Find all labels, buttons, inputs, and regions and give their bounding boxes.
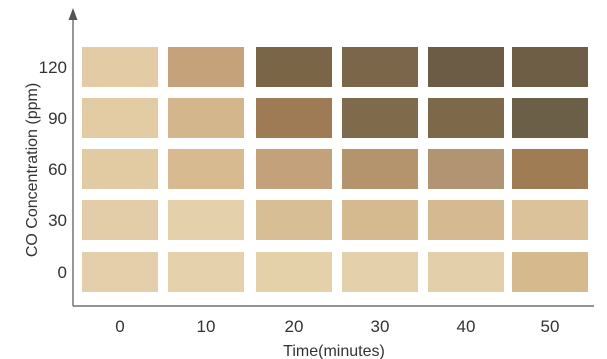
heatmap-cell <box>342 252 418 292</box>
x-axis-title: Time(minutes) <box>283 343 385 359</box>
y-axis-arrow-icon <box>68 8 78 20</box>
heatmap-cell <box>428 149 504 189</box>
y-tick-label: 30 <box>48 211 67 230</box>
heatmap-cell <box>512 149 588 189</box>
heatmap-cell <box>256 149 332 189</box>
x-tick-label: 0 <box>115 317 124 336</box>
y-tick-label: 90 <box>48 109 67 128</box>
heatmap-cell <box>512 200 588 240</box>
heatmap-cell <box>428 200 504 240</box>
x-tick-labels: 0 10 20 30 40 50 <box>115 317 559 336</box>
heatmap-cell <box>82 252 158 292</box>
heatmap-cell <box>342 98 418 138</box>
axes <box>68 8 594 307</box>
y-tick-label: 0 <box>58 263 67 282</box>
heatmap-cell <box>342 47 418 87</box>
x-tick-label: 50 <box>541 317 560 336</box>
heatmap-cell <box>256 200 332 240</box>
heatmap-cell <box>512 47 588 87</box>
y-tick-label: 120 <box>39 58 67 77</box>
y-tick-labels: 120 90 60 30 0 <box>39 58 67 282</box>
heatmap-cell <box>82 47 158 87</box>
heatmap-cell <box>342 149 418 189</box>
x-tick-label: 30 <box>371 317 390 336</box>
x-tick-label: 10 <box>197 317 216 336</box>
heatmap-cell <box>512 98 588 138</box>
heatmap-cell <box>82 98 158 138</box>
x-tick-label: 20 <box>285 317 304 336</box>
heatmap-cell <box>342 200 418 240</box>
heatmap-cell <box>168 252 244 292</box>
heatmap-cell <box>256 47 332 87</box>
heatmap-cell <box>512 252 588 292</box>
heatmap-cell <box>428 47 504 87</box>
heatmap-cell <box>168 149 244 189</box>
heatmap-cell <box>428 98 504 138</box>
heatmap-cell <box>82 200 158 240</box>
heatmap-cell <box>256 98 332 138</box>
heatmap-cell <box>82 149 158 189</box>
heatmap-cell <box>168 98 244 138</box>
heatmap-cell <box>428 252 504 292</box>
y-tick-label: 60 <box>48 160 67 179</box>
heatmap-cell <box>168 200 244 240</box>
heatmap-cells <box>82 47 588 292</box>
y-axis-title: CO Concentration (ppm) <box>24 83 41 257</box>
x-tick-label: 40 <box>457 317 476 336</box>
heatmap-cell <box>256 252 332 292</box>
heatmap-cell <box>168 47 244 87</box>
